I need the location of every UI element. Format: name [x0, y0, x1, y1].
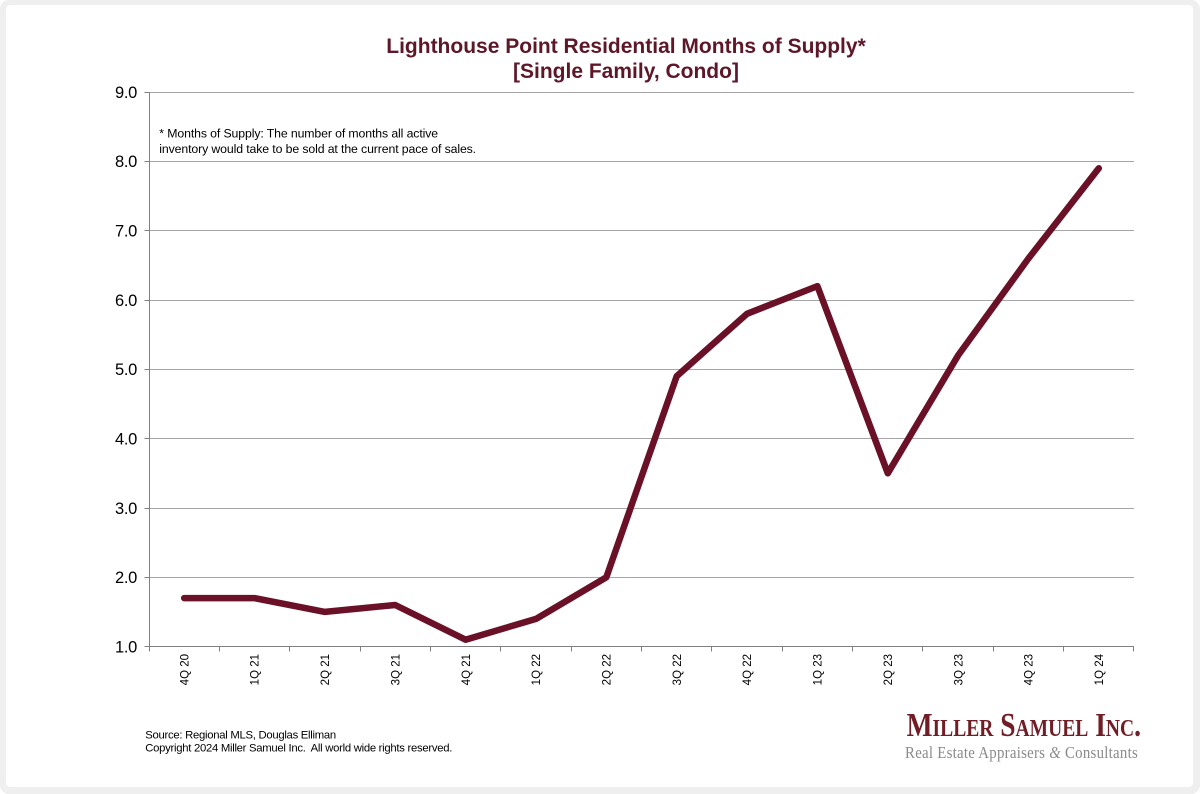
- svg-text:4Q 23: 4Q 23: [1024, 654, 1036, 685]
- svg-text:[Single Family, Condo]: [Single Family, Condo]: [513, 60, 739, 83]
- svg-text:2Q 23: 2Q 23: [883, 654, 895, 685]
- svg-text:Lighthouse Point Residential M: Lighthouse Point Residential Months of S…: [386, 35, 866, 58]
- svg-text:3Q 21: 3Q 21: [390, 654, 402, 685]
- svg-text:3Q 23: 3Q 23: [953, 654, 965, 685]
- svg-text:4.0: 4.0: [115, 431, 137, 449]
- svg-text:8.0: 8.0: [115, 153, 137, 171]
- svg-text:2.0: 2.0: [115, 569, 137, 587]
- svg-text:6.0: 6.0: [115, 292, 137, 310]
- svg-text:1Q 24: 1Q 24: [1094, 653, 1106, 685]
- svg-text:4Q 21: 4Q 21: [461, 654, 473, 685]
- svg-text:3.0: 3.0: [115, 500, 137, 518]
- svg-text:4Q 20: 4Q 20: [179, 654, 191, 685]
- svg-text:3Q 22: 3Q 22: [672, 654, 684, 685]
- svg-text:* Months of Supply: The number: * Months of Supply: The number of months…: [159, 127, 438, 141]
- svg-text:Real Estate Appraisers & Consu: Real Estate Appraisers & Consultants: [905, 744, 1138, 762]
- svg-text:7.0: 7.0: [115, 223, 137, 241]
- svg-text:1Q 21: 1Q 21: [250, 654, 262, 685]
- svg-text:Miller Samuel Inc.: Miller Samuel Inc.: [907, 705, 1141, 744]
- svg-text:4Q 22: 4Q 22: [742, 654, 754, 685]
- svg-text:1.0: 1.0: [115, 638, 137, 656]
- svg-text:2Q 21: 2Q 21: [320, 654, 332, 685]
- svg-text:9.0: 9.0: [115, 84, 137, 102]
- svg-text:Copyright 2024 Miller Samuel I: Copyright 2024 Miller Samuel Inc. All wo…: [145, 743, 452, 755]
- svg-text:2Q 22: 2Q 22: [602, 654, 614, 685]
- svg-text:5.0: 5.0: [115, 361, 137, 379]
- svg-text:inventory would take to be sol: inventory would take to be sold at the c…: [159, 142, 476, 156]
- svg-text:1Q 23: 1Q 23: [813, 654, 825, 685]
- svg-text:Source: Regional MLS, Douglas: Source: Regional MLS, Douglas Elliman: [145, 729, 336, 741]
- svg-text:1Q 22: 1Q 22: [531, 654, 543, 685]
